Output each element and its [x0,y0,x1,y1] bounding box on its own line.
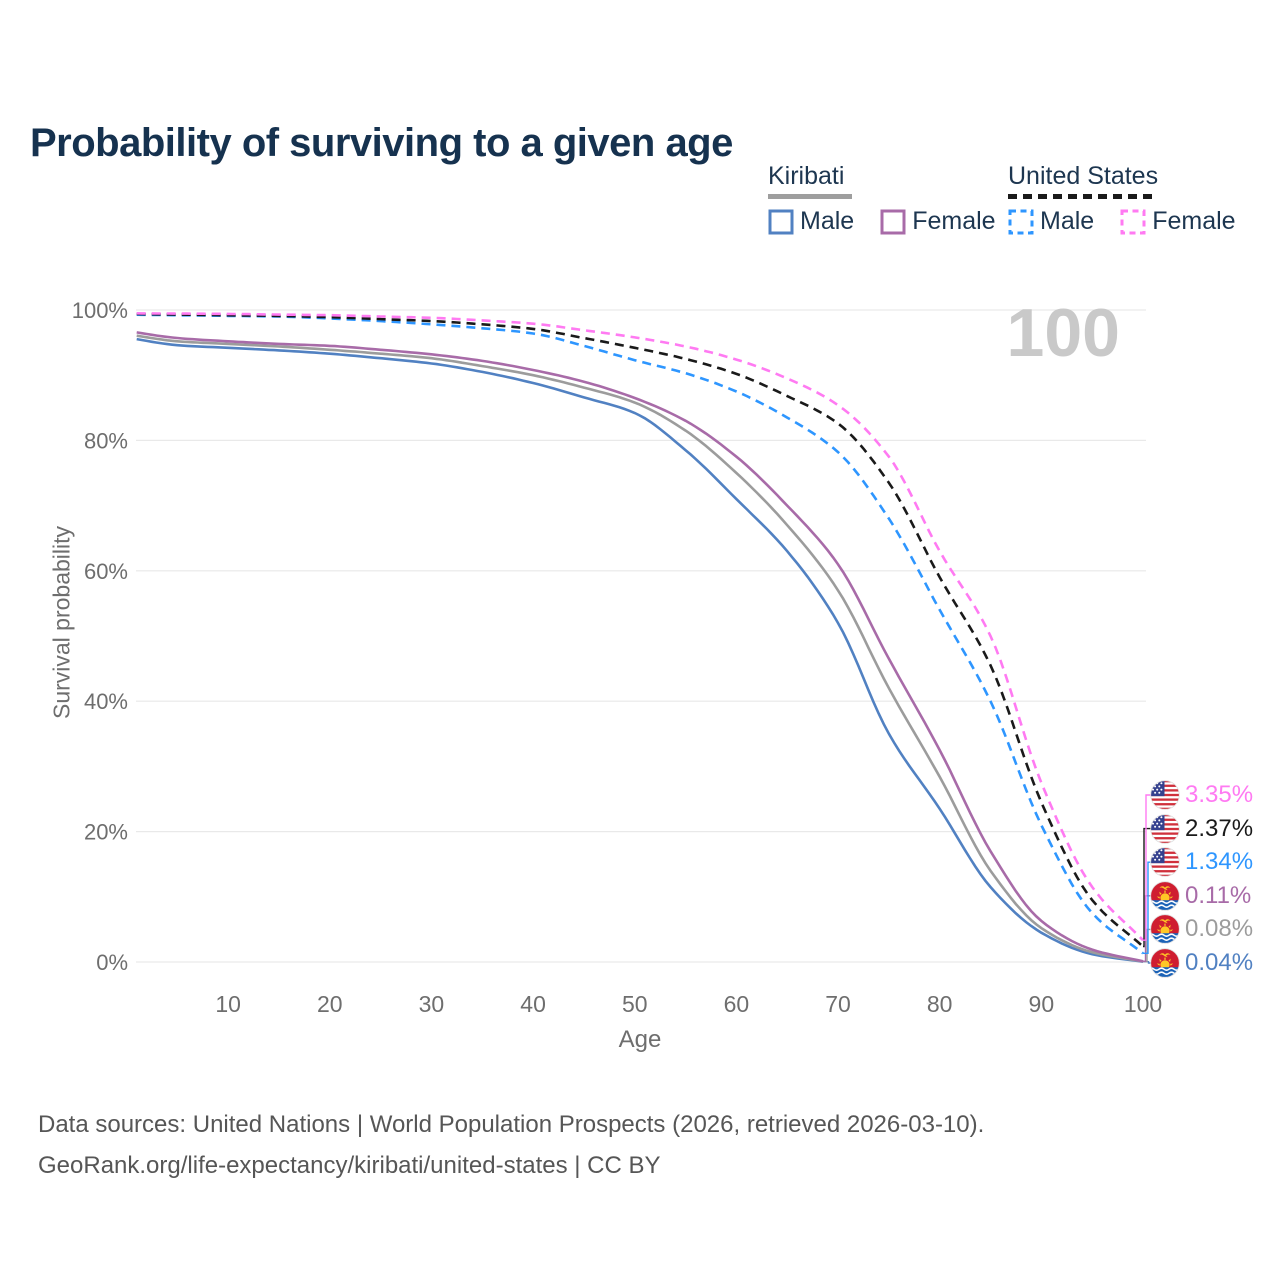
kiribati-flag-icon [1150,914,1180,944]
footer-data-sources: Data sources: United Nations | World Pop… [38,1111,985,1138]
y-tick-label: 60% [84,559,128,584]
united-states-flag-icon [1150,847,1180,877]
end-label-us-female: 3.35% [1150,780,1253,810]
legend-country-united-states: United States [1008,162,1159,190]
end-label-kiribati-both: 0.08% [1150,914,1253,944]
legend-item-label: Female [1152,207,1236,235]
end-label-kiribati-male: 0.04% [1150,948,1253,978]
united-states-flag-icon [1150,814,1180,844]
x-tick-label: 20 [317,991,343,1017]
x-tick-label: 40 [520,991,546,1017]
us-male-swatch-icon [1008,209,1034,234]
legend-item-label: Female [912,207,996,235]
page-title: Probability of surviving to a given age [30,120,733,165]
footer-attribution: Data sources: United Nations | World Pop… [38,1104,984,1186]
end-value: 2.37% [1185,814,1254,842]
legend-group-united-states: United States Male Female [1008,162,1236,236]
kiribati-solid-line-swatch [768,194,852,199]
x-tick-label: 10 [215,991,241,1017]
y-axis-title: Survival probability [48,525,75,720]
kiribati-male-swatch-icon [768,209,794,234]
legend-group-kiribati: Kiribati Male Female [768,162,996,236]
legend-item-us-male[interactable]: Male [1008,207,1094,236]
us-female-swatch-icon [1120,209,1146,234]
x-axis-title: Age [618,1026,662,1053]
x-tick-label: 30 [419,991,445,1017]
series-line-united-states-male [136,313,1144,955]
end-value: 3.35% [1185,781,1254,808]
end-value: 0.04% [1185,949,1254,976]
end-value: 0.11% [1185,881,1252,909]
end-label-us-male: 1.34% [1150,847,1253,877]
series-line-kiribati-both-sexes [136,334,1144,963]
kiribati-flag-icon [1150,948,1180,978]
x-tick-label: 100 [1124,991,1162,1017]
y-tick-label: 0% [96,950,128,975]
legend-item-label: Male [1040,207,1095,235]
x-tick-label: 90 [1029,991,1055,1017]
legend-country-kiribati: Kiribati [768,162,845,190]
kiribati-female-swatch-icon [880,209,906,234]
series-line-kiribati-male [136,337,1144,963]
legend-item-label: Male [800,207,855,235]
x-tick-label: 80 [927,991,953,1017]
end-label-kiribati-female: 0.11% [1150,881,1251,911]
x-tick-label: 60 [724,991,750,1017]
y-tick-label: 100% [72,298,128,323]
x-tick-label: 50 [622,991,648,1017]
series-line-united-states-both-sexes [136,312,1144,948]
y-tick-label: 40% [84,689,128,714]
y-tick-label: 80% [84,428,128,453]
kiribati-flag-icon [1150,881,1180,911]
age-watermark: 100 [1007,295,1120,371]
series-line-kiribati-female [136,331,1144,963]
x-tick-label: 70 [825,991,851,1017]
legend-item-kiribati-male[interactable]: Male [768,207,854,236]
end-label-us-both: 2.37% [1150,814,1253,844]
end-value: 1.34% [1185,848,1254,876]
legend-item-kiribati-female[interactable]: Female [880,207,996,236]
united-states-flag-icon [1150,780,1180,810]
end-value: 0.08% [1185,915,1254,943]
legend-item-us-female[interactable]: Female [1120,207,1236,236]
united-states-dashed-line-swatch [1008,194,1154,199]
y-tick-label: 20% [84,820,128,845]
footer-link[interactable]: GeoRank.org/life-expectancy/kiribati/uni… [38,1152,661,1179]
series-line-united-states-female [136,312,1144,942]
